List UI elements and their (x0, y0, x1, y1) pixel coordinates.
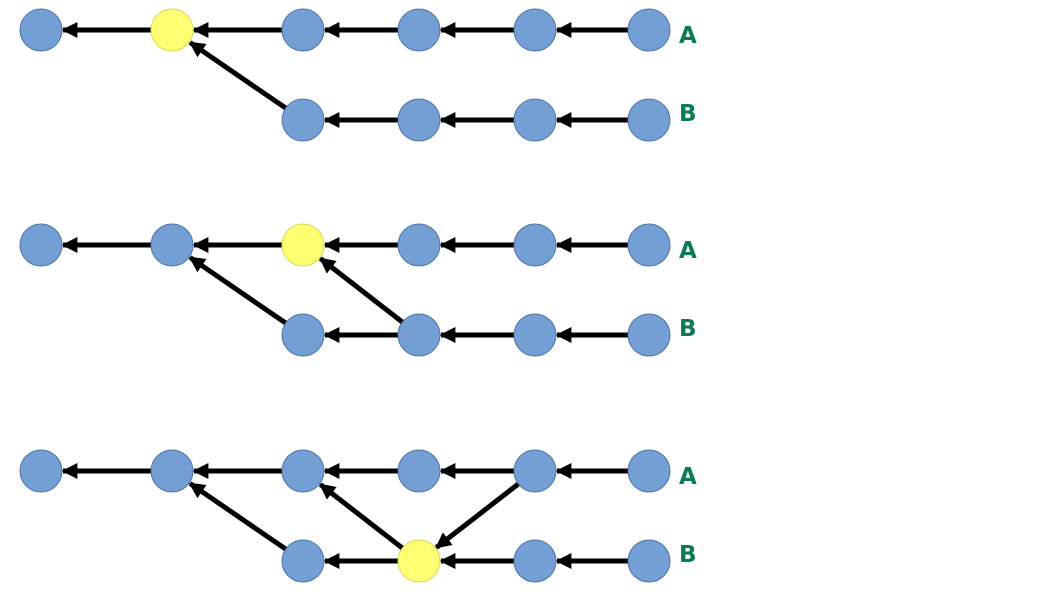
commit-node-b6 (627, 313, 671, 357)
panel-3-commits (19, 449, 671, 583)
commit-node-a6 (627, 223, 671, 267)
commit-node-b5 (513, 539, 557, 583)
panel-2-commits (19, 223, 671, 357)
commit-node-a5 (513, 8, 557, 52)
panel-3: AB (19, 449, 697, 583)
commit-node-b6 (627, 539, 671, 583)
commit-node-b3 (281, 539, 325, 583)
commit-node-a5 (513, 223, 557, 267)
panel-1-commits (19, 8, 671, 142)
commit-node-a4 (397, 223, 441, 267)
merge-base-commit-node (397, 539, 441, 583)
parent-arrow-b3-to-a2 (188, 481, 288, 552)
commit-node-a6 (627, 8, 671, 52)
branch-label-b: B (679, 316, 697, 342)
commit-node-a1 (19, 449, 63, 493)
commit-node-b4 (397, 313, 441, 357)
commit-node-b5 (513, 98, 557, 142)
parent-arrow-b3-to-a2 (188, 40, 288, 111)
merge-base-commit-node (150, 8, 194, 52)
merge-base-commit-node (281, 223, 325, 267)
commit-node-a6 (627, 449, 671, 493)
branch-label-a: A (679, 23, 697, 49)
branch-label-b: B (679, 101, 697, 127)
parent-arrow-b4-to-a3 (318, 256, 404, 325)
commit-node-a4 (397, 8, 441, 52)
commit-node-b3 (281, 98, 325, 142)
branch-label-a: A (679, 238, 697, 264)
commit-node-a2 (150, 223, 194, 267)
commit-node-b3 (281, 313, 325, 357)
commit-node-b4 (397, 98, 441, 142)
panel-2-edges (61, 236, 628, 344)
parent-arrow-b4-to-a3 (318, 482, 404, 551)
commit-node-a3 (281, 449, 325, 493)
panel-1: AB (19, 8, 697, 142)
panel-2: AB (19, 223, 697, 357)
panel-1-edges (61, 21, 628, 129)
branch-label-b: B (679, 542, 697, 568)
commit-node-a1 (19, 8, 63, 52)
parent-arrow-a5-to-b4 (434, 481, 520, 550)
commit-node-a4 (397, 449, 441, 493)
commit-node-a1 (19, 223, 63, 267)
commit-node-a5 (513, 449, 557, 493)
panel-3-edges (61, 462, 628, 570)
commit-node-a3 (281, 8, 325, 52)
commit-node-a2 (150, 449, 194, 493)
parent-arrow-b3-to-a2 (188, 255, 288, 326)
commit-node-b6 (627, 98, 671, 142)
commit-node-b5 (513, 313, 557, 357)
branch-label-a: A (679, 464, 697, 490)
